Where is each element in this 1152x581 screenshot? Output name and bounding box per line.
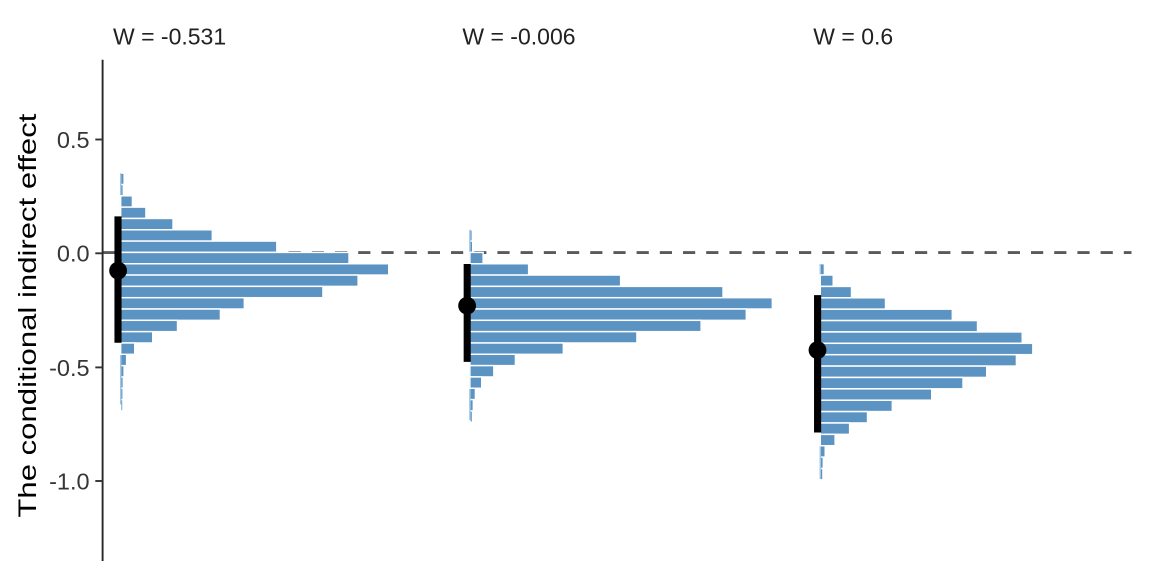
svg-text:-1.0: -1.0 <box>49 468 90 494</box>
svg-text:The conditional indirect effec: The conditional indirect effect <box>14 114 42 518</box>
svg-text:0.0: 0.0 <box>57 241 90 267</box>
svg-text:-0.5: -0.5 <box>49 355 90 381</box>
svg-text:W = 0.6: W = 0.6 <box>813 24 893 50</box>
svg-text:W = -0.531: W = -0.531 <box>113 24 226 50</box>
svg-text:0.5: 0.5 <box>57 127 90 153</box>
svg-text:W = -0.006: W = -0.006 <box>462 24 575 50</box>
